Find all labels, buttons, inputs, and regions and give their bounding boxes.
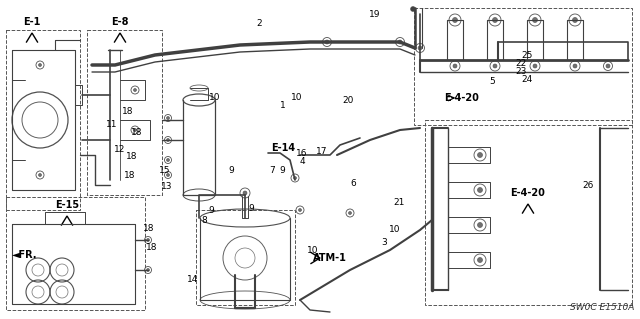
Bar bbox=[87, 30, 162, 195]
Circle shape bbox=[452, 18, 458, 23]
Circle shape bbox=[349, 211, 351, 214]
Text: 18: 18 bbox=[126, 152, 138, 161]
Circle shape bbox=[477, 152, 483, 158]
Text: 25: 25 bbox=[522, 51, 533, 60]
Circle shape bbox=[147, 239, 150, 241]
Text: 24: 24 bbox=[522, 75, 533, 84]
Text: 9: 9 bbox=[248, 204, 254, 213]
Text: 15: 15 bbox=[159, 166, 170, 175]
Bar bbox=[414, 8, 632, 125]
Text: 18: 18 bbox=[146, 243, 157, 252]
Text: E-1: E-1 bbox=[23, 17, 41, 27]
Text: 4: 4 bbox=[300, 157, 305, 166]
Circle shape bbox=[493, 18, 497, 23]
Circle shape bbox=[410, 6, 415, 11]
Bar bbox=[425, 120, 632, 305]
Circle shape bbox=[38, 63, 42, 66]
Circle shape bbox=[166, 116, 170, 120]
Text: 20: 20 bbox=[342, 96, 354, 105]
Circle shape bbox=[38, 174, 42, 176]
Circle shape bbox=[453, 64, 457, 68]
Text: 9: 9 bbox=[208, 206, 214, 215]
Text: 13: 13 bbox=[161, 182, 173, 191]
Text: ATM-1: ATM-1 bbox=[313, 253, 347, 263]
Text: 2: 2 bbox=[256, 19, 262, 28]
Circle shape bbox=[134, 88, 136, 92]
Text: 6: 6 bbox=[351, 179, 356, 188]
Circle shape bbox=[166, 174, 170, 176]
Circle shape bbox=[147, 269, 150, 271]
Circle shape bbox=[418, 46, 422, 50]
Text: 18: 18 bbox=[124, 171, 135, 180]
Text: E-8: E-8 bbox=[111, 17, 129, 27]
Text: 7: 7 bbox=[269, 166, 275, 175]
Text: 10: 10 bbox=[291, 93, 302, 102]
Circle shape bbox=[477, 222, 483, 227]
Bar bbox=[196, 210, 295, 305]
Text: 9: 9 bbox=[228, 166, 234, 175]
Circle shape bbox=[533, 64, 537, 68]
Text: 21: 21 bbox=[394, 198, 405, 207]
Circle shape bbox=[573, 18, 577, 23]
Circle shape bbox=[493, 64, 497, 68]
Circle shape bbox=[398, 40, 402, 44]
Circle shape bbox=[134, 129, 136, 131]
Circle shape bbox=[477, 188, 483, 192]
Text: 12: 12 bbox=[114, 145, 125, 154]
Circle shape bbox=[532, 18, 538, 23]
Text: 10: 10 bbox=[209, 93, 221, 102]
Circle shape bbox=[294, 176, 296, 180]
Circle shape bbox=[166, 159, 170, 161]
Text: SW0C E1510A: SW0C E1510A bbox=[570, 302, 634, 311]
Text: 16: 16 bbox=[296, 149, 307, 158]
Text: 10: 10 bbox=[307, 246, 319, 255]
Text: 17: 17 bbox=[316, 147, 328, 156]
Text: 14: 14 bbox=[187, 275, 198, 284]
Text: 18: 18 bbox=[131, 128, 143, 137]
Text: 3: 3 bbox=[381, 238, 387, 247]
Text: 26: 26 bbox=[582, 181, 594, 189]
Text: 19: 19 bbox=[369, 10, 381, 19]
Text: 18: 18 bbox=[143, 224, 155, 233]
Circle shape bbox=[325, 40, 329, 44]
Text: E-4-20: E-4-20 bbox=[511, 188, 545, 198]
Text: 10: 10 bbox=[389, 225, 401, 234]
Text: ◄FR.: ◄FR. bbox=[12, 250, 38, 260]
Text: E-14: E-14 bbox=[271, 143, 295, 153]
Bar bbox=[6, 30, 80, 210]
Text: E-4-20: E-4-20 bbox=[445, 93, 479, 103]
Circle shape bbox=[243, 191, 247, 195]
Text: 9: 9 bbox=[280, 166, 285, 175]
Text: 18: 18 bbox=[122, 107, 133, 116]
Circle shape bbox=[166, 138, 170, 142]
Text: E-15: E-15 bbox=[55, 200, 79, 210]
Text: 23: 23 bbox=[515, 67, 527, 76]
Bar bbox=[6, 197, 145, 310]
Text: 8: 8 bbox=[202, 216, 207, 225]
Text: 22: 22 bbox=[515, 59, 527, 68]
Circle shape bbox=[606, 64, 610, 68]
Text: 1: 1 bbox=[280, 101, 285, 110]
Text: 5: 5 bbox=[490, 77, 495, 86]
Circle shape bbox=[573, 64, 577, 68]
Text: 11: 11 bbox=[106, 120, 117, 129]
Circle shape bbox=[477, 257, 483, 263]
Circle shape bbox=[298, 209, 301, 211]
